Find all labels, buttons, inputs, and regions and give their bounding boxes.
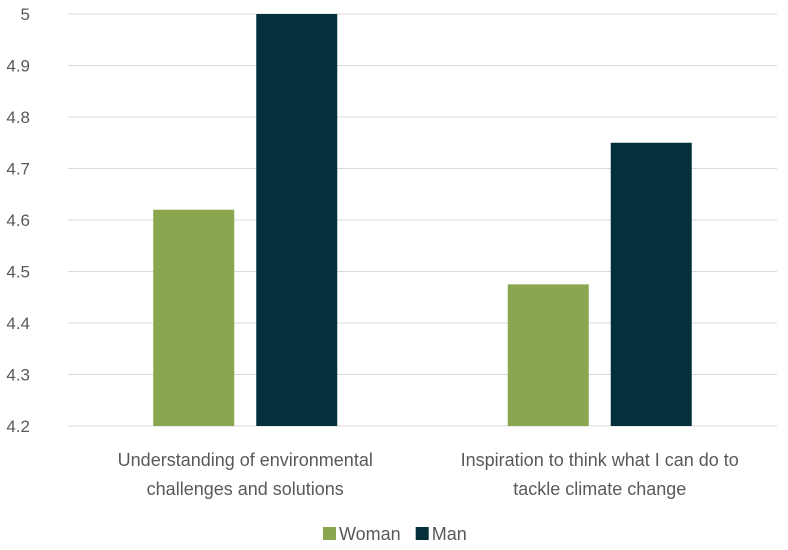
legend-swatch-woman (323, 527, 336, 540)
x-category-label: Inspiration to think what I can do to (461, 450, 739, 470)
legend-label-woman: Woman (339, 524, 401, 544)
y-axis-ticks: 4.2 4.3 4.4 4.5 4.6 4.7 4.8 4.9 5 (6, 5, 30, 436)
x-category-label: Understanding of environmental (118, 450, 373, 470)
x-category-label: challenges and solutions (147, 479, 344, 499)
y-tick-label: 4.2 (6, 417, 30, 436)
y-tick-label: 4.5 (6, 263, 30, 282)
y-tick-label: 4.6 (6, 211, 30, 230)
y-tick-label: 4.7 (6, 160, 30, 179)
legend: Woman Man (323, 524, 467, 544)
y-tick-label: 4.4 (6, 314, 30, 333)
legend-swatch-man (415, 527, 429, 540)
bar-woman-1 (507, 284, 589, 426)
y-tick-label: 5 (21, 5, 30, 24)
y-tick-label: 4.3 (6, 366, 30, 385)
y-tick-label: 4.9 (6, 57, 30, 76)
bar-man-0 (256, 14, 338, 426)
legend-label-man: Man (432, 524, 467, 544)
bar-man-1 (610, 142, 692, 426)
bars (153, 14, 692, 426)
x-category-label: tackle climate change (513, 479, 686, 499)
bar-woman-0 (153, 209, 235, 426)
x-axis-categories: Understanding of environmental challenges… (118, 450, 739, 499)
y-tick-label: 4.8 (6, 108, 30, 127)
